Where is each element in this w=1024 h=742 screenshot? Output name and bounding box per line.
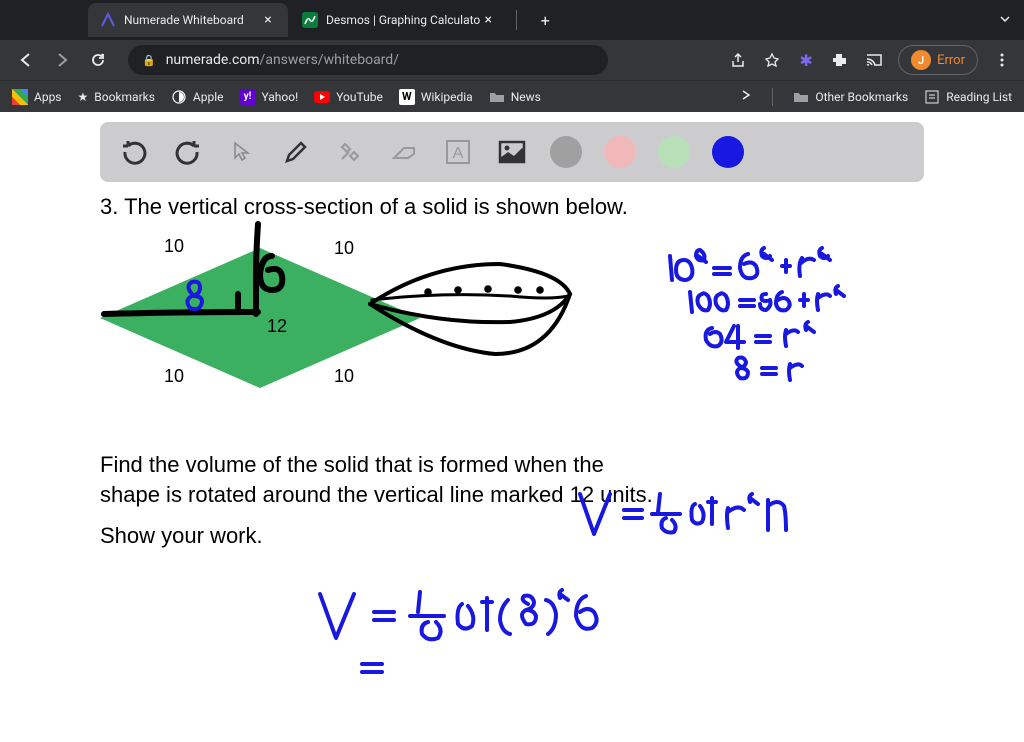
desmos-favicon: [302, 12, 318, 28]
label-10-br: 10: [334, 366, 354, 387]
label-10-bl: 10: [164, 366, 184, 387]
folder-icon: [793, 89, 809, 105]
extensions-puzzle-icon[interactable]: [830, 50, 850, 70]
new-tab-button[interactable]: +: [531, 6, 559, 34]
bookmark-item[interactable]: YouTube: [314, 89, 383, 105]
reload-button[interactable]: [84, 46, 112, 74]
wikipedia-icon: W: [399, 89, 415, 105]
extension-icon[interactable]: ✱: [796, 50, 816, 70]
bookmark-item[interactable]: ★Bookmarks: [78, 90, 155, 104]
folder-icon: [489, 89, 505, 105]
label-10-tl: 10: [164, 236, 184, 257]
bookmarks-bar: Apps ★Bookmarks Apple y!Yahoo! YouTube W…: [0, 80, 1024, 112]
profile-avatar: J: [911, 50, 931, 70]
diagram-area: 10 10 10 10 12: [100, 236, 1004, 426]
bookmark-item[interactable]: Apple: [171, 89, 224, 105]
numerade-favicon: [100, 12, 116, 28]
question-body-1: Find the volume of the solid that is for…: [100, 450, 660, 509]
color-gray[interactable]: [550, 136, 582, 168]
share-icon[interactable]: [728, 50, 748, 70]
tab-title: Desmos | Graphing Calculato: [326, 13, 480, 27]
url-host: numerade.com: [166, 52, 260, 68]
bookmark-item[interactable]: y!Yahoo!: [240, 89, 299, 105]
undo-button[interactable]: [118, 136, 150, 168]
color-pink[interactable]: [604, 136, 636, 168]
apps-shortcut[interactable]: Apps: [12, 89, 62, 105]
expand-tabs-button[interactable]: [998, 11, 1012, 30]
close-icon[interactable]: ×: [260, 12, 276, 28]
bookmark-item[interactable]: News: [489, 89, 541, 105]
back-button[interactable]: [12, 46, 40, 74]
profile-label: Error: [937, 53, 965, 68]
star-icon[interactable]: [762, 50, 782, 70]
navigation-bar: 🔒 numerade.com/answers/whiteboard/ ✱ J E…: [0, 40, 1024, 80]
question-body-2: Show your work.: [100, 521, 660, 551]
label-10-tr: 10: [334, 238, 354, 259]
image-tool[interactable]: [496, 136, 528, 168]
text-tool[interactable]: A: [442, 136, 474, 168]
svg-text:A: A: [453, 145, 464, 162]
redo-button[interactable]: [172, 136, 204, 168]
tools-button[interactable]: [334, 136, 366, 168]
cast-icon[interactable]: [864, 50, 884, 70]
bookmark-item[interactable]: WWikipedia: [399, 89, 473, 105]
yahoo-icon: y!: [240, 89, 256, 105]
question-title: 3. The vertical cross-section of a solid…: [100, 194, 1004, 220]
menu-icon[interactable]: [992, 50, 1012, 70]
bookmarks-overflow[interactable]: [740, 89, 752, 104]
star-icon: ★: [78, 90, 89, 104]
forward-button[interactable]: [48, 46, 76, 74]
cursor-tool[interactable]: [226, 136, 258, 168]
label-12: 12: [267, 316, 287, 337]
pen-tool[interactable]: [280, 136, 312, 168]
tab-desmos[interactable]: Desmos | Graphing Calculato ×: [290, 3, 508, 37]
eraser-tool[interactable]: [388, 136, 420, 168]
profile-badge[interactable]: J Error: [898, 45, 978, 75]
whiteboard-toolbar: A: [100, 122, 924, 182]
close-icon[interactable]: ×: [480, 12, 496, 28]
reading-list[interactable]: Reading List: [924, 89, 1012, 105]
url-path: /answers/whiteboard/: [260, 52, 399, 68]
color-blue[interactable]: [712, 136, 744, 168]
tab-numerade[interactable]: Numerade Whiteboard ×: [88, 3, 288, 37]
tab-title: Numerade Whiteboard: [124, 13, 260, 27]
other-bookmarks[interactable]: Other Bookmarks: [793, 89, 908, 105]
youtube-icon: [314, 89, 330, 105]
page-content: A 3. The vertical cross-section of a sol…: [0, 112, 1024, 742]
color-green[interactable]: [658, 136, 690, 168]
rhombus-shape: [100, 248, 420, 398]
tab-strip: Numerade Whiteboard × Desmos | Graphing …: [0, 0, 1024, 40]
apps-grid-icon: [12, 89, 28, 105]
address-bar[interactable]: 🔒 numerade.com/answers/whiteboard/: [128, 45, 608, 75]
apple-icon: [171, 89, 187, 105]
reading-list-icon: [924, 89, 940, 105]
whiteboard-canvas[interactable]: 3. The vertical cross-section of a solid…: [100, 194, 1004, 742]
lock-icon: 🔒: [142, 54, 156, 67]
